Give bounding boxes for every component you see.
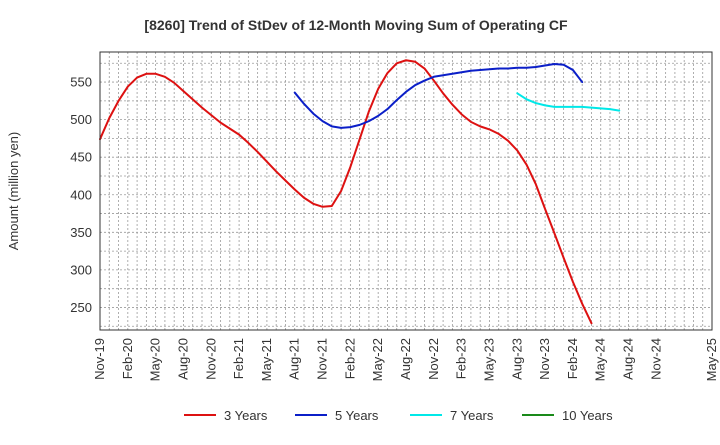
legend-label-5-years: 5 Years [335,408,379,423]
x-tick-label: May-24 [593,338,608,381]
y-tick-label: 250 [70,300,92,315]
legend-label-3-years: 3 Years [224,408,268,423]
chart-title: [8260] Trend of StDev of 12-Month Moving… [144,17,568,33]
x-tick-label: May-22 [370,338,385,381]
x-tick-label: Aug-21 [287,338,302,380]
series-line-5-years [293,63,584,129]
x-tick-label: Aug-24 [621,338,636,380]
x-tick-label: Feb-22 [342,338,357,379]
series-line-7-years [516,92,621,112]
x-tick-label: Nov-19 [92,338,107,380]
y-tick-label: 300 [70,262,92,277]
x-tick-label: Nov-21 [315,338,330,380]
y-tick-label: 500 [70,112,92,127]
y-tick-label: 400 [70,187,92,202]
series-line-3-years [99,59,593,325]
x-tick-label: Nov-24 [648,338,663,380]
gridlines [100,52,712,330]
x-tick-label: May-20 [148,338,163,381]
y-tick-label: 550 [70,75,92,90]
x-tick-label: Aug-23 [509,338,524,380]
y-tick-labels: 250 300 350 400 450 500 550 [70,75,92,315]
legend-label-7-years: 7 Years [450,408,494,423]
x-tick-label: Feb-23 [454,338,469,379]
y-tick-label: 450 [70,150,92,165]
x-tick-label: Nov-22 [426,338,441,380]
x-tick-label: Feb-24 [565,338,580,379]
x-tick-label: Nov-23 [537,338,552,380]
x-tick-labels: Nov-19 Feb-20 May-20 Aug-20 Nov-20 Feb-21 May-… [92,338,719,381]
plot-frame [99,51,713,331]
x-tick-label: Aug-22 [398,338,413,380]
series-lines [99,59,621,325]
x-tick-label: Nov-20 [203,338,218,380]
y-tick-label: 350 [70,225,92,240]
x-tick-label: May-21 [259,338,274,381]
legend-label-10-years: 10 Years [562,408,613,423]
legend: 3 Years 5 Years 7 Years 10 Years [184,408,613,423]
x-tick-label: May-25 [704,338,719,381]
x-tick-label: Feb-21 [231,338,246,379]
x-tick-label: May-23 [481,338,496,381]
x-tick-label: Aug-20 [175,338,190,380]
y-axis-label: Amount (million yen) [6,132,21,251]
x-tick-label: Feb-20 [120,338,135,379]
